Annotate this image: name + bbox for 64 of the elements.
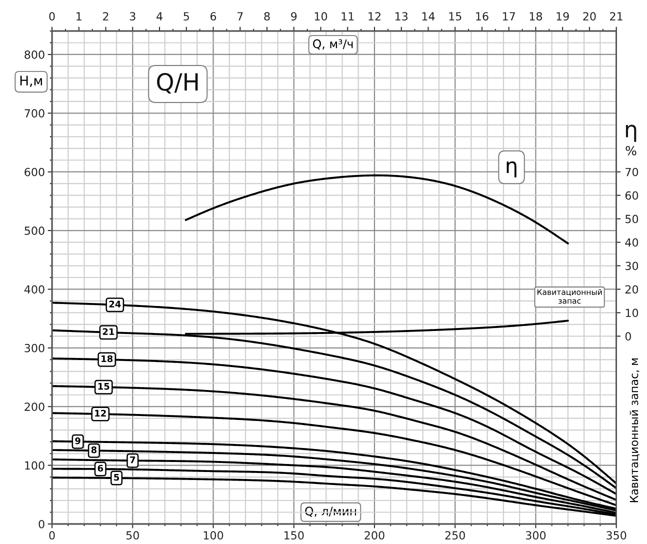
y2-tick-label: 70 bbox=[626, 168, 638, 176]
x2-tick-label: 20 bbox=[583, 12, 596, 21]
x2-tick-label: 2 bbox=[103, 12, 108, 20]
series-label: 7 bbox=[130, 456, 136, 464]
x2-tick-label: 0 bbox=[49, 12, 55, 21]
y-tick-label: 100 bbox=[25, 461, 44, 470]
series-label: 24 bbox=[109, 300, 121, 308]
series-label: 9 bbox=[75, 437, 80, 444]
y-tick-label: 300 bbox=[24, 344, 44, 352]
annotation: Q/H bbox=[157, 72, 198, 94]
x-tick-label: 0 bbox=[49, 531, 55, 540]
x2-tick-label: 11 bbox=[342, 12, 354, 20]
x2-tick-label: 3 bbox=[130, 12, 136, 21]
series-label: 21 bbox=[102, 328, 114, 335]
x2-tick-label: 13 bbox=[396, 12, 408, 21]
text: % bbox=[626, 146, 636, 156]
y-axis-title: H,м bbox=[20, 76, 42, 87]
x2-tick-label: 10 bbox=[314, 12, 328, 21]
y-tick-label: 500 bbox=[24, 226, 44, 235]
x2-tick-label: 17 bbox=[502, 12, 515, 20]
series-label: 18 bbox=[102, 355, 113, 362]
x2-tick-label: 21 bbox=[610, 12, 622, 20]
x2-tick-label: 15 bbox=[449, 12, 462, 21]
x2-tick-label: 4 bbox=[156, 12, 162, 20]
y2-tick-label: 50 bbox=[626, 214, 638, 224]
x-tick-label: 50 bbox=[126, 531, 139, 540]
x2-axis-title: Q, м³/ч bbox=[313, 39, 353, 50]
y-tick-label: 800 bbox=[24, 50, 44, 59]
y2-axis-title: Кавитационный запас, м bbox=[630, 358, 640, 502]
legend-label: 6 bbox=[98, 464, 104, 472]
y-tick-label: 600 bbox=[24, 168, 44, 176]
series-label: 5 bbox=[114, 474, 120, 481]
x2-tick-label: 6 bbox=[210, 12, 216, 21]
y-tick-label: 700 bbox=[24, 109, 44, 118]
y-tick-label: 0 bbox=[38, 520, 44, 528]
text: η bbox=[626, 124, 636, 142]
x-tick-label: 250 bbox=[445, 531, 465, 540]
y2-tick-label: 20 bbox=[625, 285, 638, 294]
y-tick-label: 400 bbox=[24, 285, 44, 294]
series-label: 15 bbox=[98, 383, 110, 390]
x2-tick-label: 14 bbox=[422, 12, 435, 20]
x2-tick-label: 19 bbox=[556, 12, 569, 21]
x-tick-label: 100 bbox=[204, 531, 224, 540]
x2-tick-label: 12 bbox=[368, 12, 380, 20]
y2-tick-label: 40 bbox=[625, 238, 638, 247]
y2-tick-label: 10 bbox=[626, 308, 638, 318]
x2-tick-label: 18 bbox=[530, 12, 542, 21]
x2-tick-label: 5 bbox=[184, 12, 189, 21]
series-label: 8 bbox=[91, 446, 97, 454]
series-label: 12 bbox=[95, 410, 106, 417]
series-label: η bbox=[506, 161, 516, 178]
x2-tick-label: 7 bbox=[238, 12, 243, 20]
x-tick-label: 300 bbox=[526, 531, 546, 540]
x2-tick-label: 9 bbox=[291, 12, 297, 21]
x2-tick-label: 8 bbox=[264, 12, 270, 21]
x2-tick-label: 1 bbox=[76, 12, 82, 20]
y-tick-label: 200 bbox=[24, 402, 44, 411]
y2-tick-label: 60 bbox=[625, 191, 638, 200]
x-tick-label: 350 bbox=[606, 531, 626, 540]
x-tick-label: 200 bbox=[364, 531, 384, 540]
x2-tick-label: 16 bbox=[476, 12, 488, 21]
y2-tick-label: 30 bbox=[626, 262, 638, 270]
x-tick-label: 150 bbox=[284, 531, 304, 540]
y2-tick-label: 0 bbox=[625, 332, 631, 341]
